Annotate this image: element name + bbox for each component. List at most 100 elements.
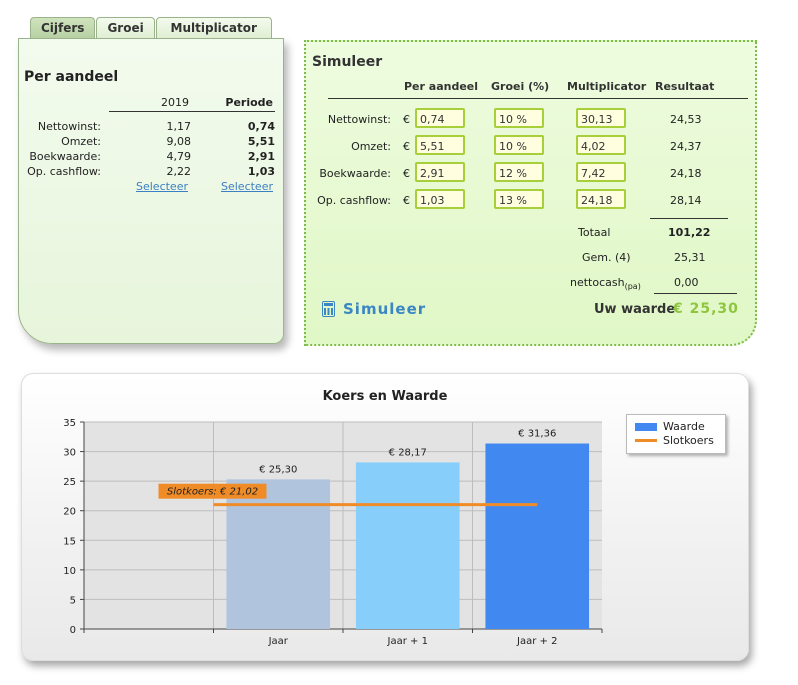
table-row: Nettowinst: 1,17 0,74 (19, 120, 277, 135)
bar-data-label: € 25,30 (259, 464, 297, 475)
table-row: Op. cashflow: 2,22 1,03 (19, 165, 277, 180)
tab-multiplicator[interactable]: Multiplicator (155, 17, 272, 38)
simuleer-panel: Simuleer Per aandeel Groei (%) Multiplic… (304, 40, 757, 346)
x-tick-label: Jaar + 2 (516, 636, 557, 647)
gem-label: Gem. (4) (582, 251, 631, 264)
divider (650, 218, 728, 219)
row-label: Op. cashflow: (27, 165, 101, 178)
legend-swatch-waarde (635, 422, 657, 431)
multiplicator-input[interactable]: 30,13 (576, 108, 626, 128)
bar (355, 462, 460, 629)
tab-cijfers[interactable]: Cijfers (30, 17, 96, 38)
col-groei-header: Groei (%) (491, 80, 550, 93)
uw-waarde-label: Uw waarde (594, 302, 676, 317)
x-tick-label: Jaar + 1 (387, 636, 428, 647)
per-aandeel-input[interactable]: 1,03 (415, 189, 465, 209)
slotkoers-label: Slotkoers: € 21,02 (167, 487, 258, 498)
value-2019: 9,08 (166, 135, 192, 148)
legend-item-slotkoers: Slotkoers (635, 434, 714, 447)
resultaat-value: 24,37 (670, 140, 702, 153)
selecteer-periode-link[interactable]: Selecteer (221, 180, 273, 193)
chart-panel: Koers en Waarde 0 5 10 15 20 25 30 35 Jaar € 25,3… (21, 373, 749, 661)
nettocash-label-text: nettocash (570, 276, 625, 289)
nettocash-value: 0,00 (674, 276, 699, 289)
bar-chart: 0 5 10 15 20 25 30 35 Jaar € 25,30 Jaar + 1 € 28,17… (63, 418, 603, 647)
slotkoers-label-bg (158, 483, 267, 499)
x-tick-label: Jaar (268, 636, 289, 647)
row-label: Boekwaarde: (319, 167, 391, 180)
value-periode: 1,03 (247, 165, 275, 178)
gem-value: 25,31 (674, 251, 706, 264)
col-resultaat-header: Resultaat (655, 80, 715, 93)
bar-data-label: € 28,17 (389, 447, 427, 458)
sim-row-nettowinst: Nettowinst: € 0,74 10 % 30,13 24,53 (306, 108, 751, 132)
simuleer-button[interactable]: Simuleer (322, 300, 426, 318)
per-aandeel-input[interactable]: 2,91 (415, 162, 465, 182)
sim-row-omzet: Omzet: € 5,51 10 % 4,02 24,37 (306, 135, 751, 159)
value-periode: 0,74 (247, 120, 275, 133)
groei-input[interactable]: 10 % (494, 135, 544, 155)
per-aandeel-input[interactable]: 0,74 (415, 108, 465, 128)
divider (654, 293, 737, 294)
euro-sign: € (403, 167, 410, 180)
totaal-label: Totaal (578, 226, 611, 239)
nettocash-sub: (pa) (624, 282, 641, 292)
uw-waarde-value: € 25,30 (673, 301, 739, 317)
calculator-icon (322, 301, 335, 317)
col-multiplicator-header: Multiplicator (567, 80, 647, 93)
resultaat-value: 28,14 (670, 194, 702, 207)
value-2019: 1,17 (166, 120, 192, 133)
value-periode: 5,51 (247, 135, 275, 148)
per-aandeel-title: Per aandeel (24, 69, 119, 85)
row-label: Nettowinst: (327, 113, 391, 126)
euro-sign: € (403, 113, 410, 126)
y-tick-label: 30 (63, 448, 76, 459)
tab-groei[interactable]: Groei (96, 17, 155, 38)
row-label: Omzet: (351, 140, 391, 153)
row-label: Omzet: (61, 135, 101, 148)
value-2019: 2,22 (166, 165, 192, 178)
groei-input[interactable]: 13 % (494, 189, 544, 209)
legend-item-waarde: Waarde (635, 420, 705, 433)
multiplicator-input[interactable]: 24,18 (576, 189, 626, 209)
per-aandeel-header: 2019 Periode (109, 96, 275, 112)
row-label: Op. cashflow: (317, 194, 391, 207)
per-aandeel-input[interactable]: 5,51 (415, 135, 465, 155)
tab-bar: Cijfers Groei Multiplicator (30, 17, 273, 39)
sim-row-cashflow: Op. cashflow: € 1,03 13 % 24,18 28,14 (306, 189, 751, 213)
value-periode: 2,91 (247, 150, 275, 163)
bar-data-label: € 31,36 (518, 429, 556, 440)
col-per-aandeel-header: Per aandeel (404, 80, 479, 93)
y-tick-label: 25 (63, 477, 76, 488)
row-label: Nettowinst: (37, 120, 101, 133)
value-2019: 4,79 (166, 150, 192, 163)
multiplicator-input[interactable]: 7,42 (576, 162, 626, 182)
y-tick-label: 10 (63, 566, 76, 577)
multiplicator-input[interactable]: 4,02 (576, 135, 626, 155)
legend-label-slotkoers: Slotkoers (663, 434, 714, 447)
y-tick-label: 5 (70, 595, 76, 606)
simuleer-header: Per aandeel Groei (%) Multiplicator Resu… (328, 80, 748, 99)
sim-row-boekwaarde: Boekwaarde: € 2,91 12 % 7,42 24,18 (306, 162, 751, 186)
totaal-value: 101,22 (668, 226, 711, 239)
bar (485, 443, 590, 629)
bar (226, 479, 331, 629)
row-label: Boekwaarde: (29, 150, 101, 163)
euro-sign: € (403, 140, 410, 153)
simuleer-title: Simuleer (312, 54, 383, 70)
chart-title: Koers en Waarde (322, 389, 448, 404)
table-row: Boekwaarde: 4,79 2,91 (19, 150, 277, 165)
nettocash-label: nettocash(pa) (570, 276, 641, 291)
col-periode-header: Periode (225, 96, 273, 109)
simuleer-button-label: Simuleer (343, 300, 427, 318)
y-tick-label: 20 (63, 507, 76, 518)
y-tick-label: 0 (70, 625, 76, 636)
groei-input[interactable]: 12 % (494, 162, 544, 182)
selecteer-2019-link[interactable]: Selecteer (136, 180, 188, 193)
col-2019-header: 2019 (161, 96, 189, 109)
resultaat-value: 24,18 (670, 167, 702, 180)
legend-label-waarde: Waarde (663, 420, 705, 433)
per-aandeel-panel: Per aandeel 2019 Periode Nettowinst: 1,1… (18, 38, 284, 344)
legend-swatch-slotkoers (635, 439, 657, 442)
groei-input[interactable]: 10 % (494, 108, 544, 128)
